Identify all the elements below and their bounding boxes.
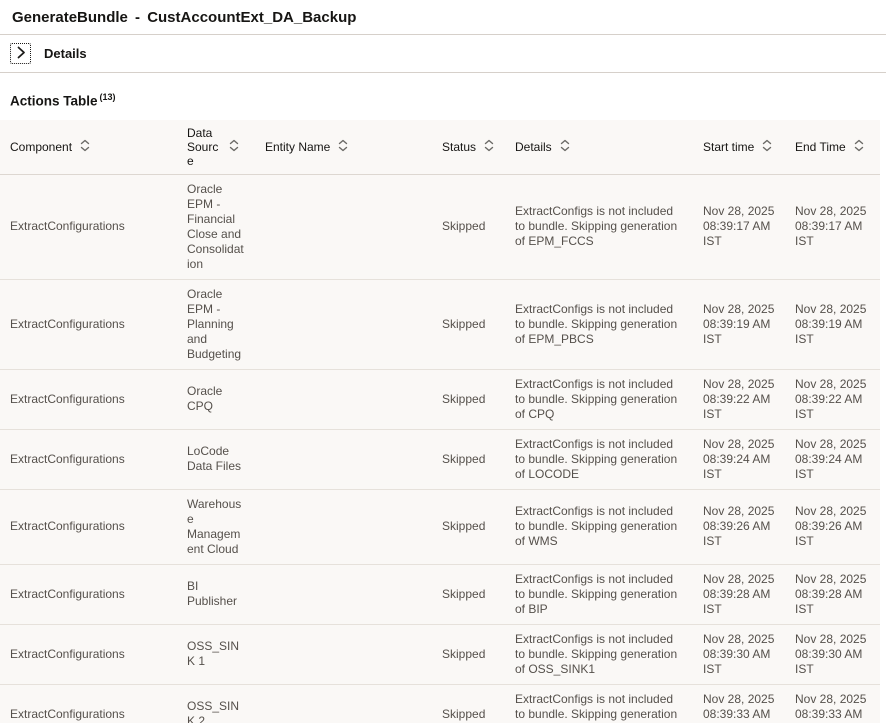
cell-component: ExtractConfigurations [0, 488, 177, 564]
table-row[interactable]: ExtractConfigurations OSS_SINK 2 Skipped… [0, 683, 880, 723]
column-header-status[interactable]: Status [432, 119, 505, 175]
cell-entity-name [255, 683, 432, 723]
actions-table-count: (13) [99, 92, 116, 102]
column-label: End Time [795, 139, 846, 154]
cell-details: ExtractConfigs is not included to bundle… [505, 428, 693, 489]
column-label: Data Source [187, 125, 219, 168]
cell-details: ExtractConfigs is not included to bundle… [505, 368, 693, 429]
column-header-end-time[interactable]: End Time [785, 119, 880, 175]
cell-data-source: Oracle EPM - Financial Close and Consoli… [187, 181, 244, 271]
sort-icon[interactable] [762, 139, 772, 155]
sort-icon[interactable] [80, 139, 90, 155]
table-row[interactable]: ExtractConfigurations Oracle CPQ Skipped… [0, 368, 880, 429]
cell-start-time: Nov 28, 2025 08:39:33 AM IST [693, 683, 785, 723]
actions-table-body: ExtractConfigurations Oracle EPM - Finan… [0, 174, 880, 723]
cell-end-time: Nov 28, 2025 08:39:26 AM IST [785, 488, 880, 564]
column-label: Details [515, 139, 552, 154]
cell-end-time: Nov 28, 2025 08:39:33 AM IST [785, 683, 880, 723]
details-expander-bar: Details [0, 35, 886, 73]
actions-table-title: Actions Table (13) [0, 92, 886, 109]
sort-icon[interactable] [854, 139, 864, 155]
column-label: Status [442, 139, 477, 154]
cell-data-source: LoCode Data Files [177, 428, 255, 489]
cell-entity-name [255, 278, 432, 369]
sort-icon[interactable] [229, 139, 239, 155]
column-header-details[interactable]: Details [505, 119, 693, 175]
column-label: Start time [703, 139, 755, 154]
table-row[interactable]: ExtractConfigurations OSS_SINK 1 Skipped… [0, 623, 880, 684]
cell-end-time: Nov 28, 2025 08:39:19 AM IST [785, 278, 880, 369]
cell-data-source: Oracle CPQ [177, 368, 255, 429]
cell-end-time: Nov 28, 2025 08:39:17 AM IST [795, 204, 867, 248]
column-label: Component [10, 139, 73, 154]
cell-start-time: Nov 28, 2025 08:39:26 AM IST [693, 488, 785, 564]
cell-details: ExtractConfigs is not included to bundle… [505, 683, 693, 723]
table-row[interactable]: ExtractConfigurations LoCode Data Files … [0, 428, 880, 489]
cell-data-source: OSS_SINK 2 [177, 683, 255, 723]
cell-data-source: BI Publisher [177, 563, 255, 624]
cell-end-time: Nov 28, 2025 08:39:28 AM IST [785, 563, 880, 624]
cell-end-time: Nov 28, 2025 08:39:22 AM IST [785, 368, 880, 429]
details-expand-button[interactable] [10, 43, 31, 64]
cell-details: ExtractConfigs is not included to bundle… [505, 278, 693, 369]
column-header-data-source[interactable]: Data Source [177, 119, 255, 175]
cell-component: ExtractConfigurations [0, 623, 177, 684]
actions-table: Component Data Source [0, 119, 880, 723]
details-label: Details [44, 46, 87, 61]
cell-start-time: Nov 28, 2025 08:39:17 AM IST [703, 204, 775, 248]
cell-component: ExtractConfigurations [0, 428, 177, 489]
page-header: GenerateBundle - CustAccountExt_DA_Backu… [0, 0, 886, 35]
column-label: Entity Name [265, 139, 331, 154]
cell-component: ExtractConfigurations [0, 368, 177, 429]
cell-status: Skipped [432, 428, 505, 489]
cell-entity-name [255, 488, 432, 564]
table-row[interactable]: ExtractConfigurations Oracle EPM - Plann… [0, 278, 880, 369]
table-row[interactable]: ExtractConfigurations Warehouse Manageme… [0, 488, 880, 564]
column-header-entity-name[interactable]: Entity Name [255, 119, 432, 175]
column-header-component[interactable]: Component [0, 119, 177, 175]
cell-entity-name [255, 368, 432, 429]
sort-icon[interactable] [484, 139, 494, 155]
cell-data-source: Oracle EPM - Planning and Budgeting [177, 278, 255, 369]
cell-start-time: Nov 28, 2025 08:39:24 AM IST [693, 428, 785, 489]
cell-start-time: Nov 28, 2025 08:39:22 AM IST [693, 368, 785, 429]
cell-entity-name [255, 174, 432, 279]
cell-status: Skipped [432, 278, 505, 369]
actions-table-header: Component Data Source [0, 119, 880, 175]
cell-status: Skipped [432, 563, 505, 624]
cell-component: ExtractConfigurations [0, 278, 177, 369]
cell-start-time: Nov 28, 2025 08:39:30 AM IST [693, 623, 785, 684]
chevron-right-icon [16, 46, 26, 62]
cell-details: ExtractConfigs is not included to bundle… [505, 623, 693, 684]
cell-status: Skipped [432, 683, 505, 723]
cell-component: ExtractConfigurations [0, 683, 177, 723]
cell-entity-name [255, 623, 432, 684]
cell-data-source: OSS_SINK 1 [177, 623, 255, 684]
cell-data-source: Warehouse Management Cloud [177, 488, 255, 564]
cell-start-time: Nov 28, 2025 08:39:19 AM IST [693, 278, 785, 369]
cell-start-time: Nov 28, 2025 08:39:28 AM IST [693, 563, 785, 624]
cell-component: ExtractConfigurations [0, 563, 177, 624]
table-row[interactable]: ExtractConfigurations Oracle EPM - Finan… [0, 174, 880, 279]
cell-status: Skipped [432, 368, 505, 429]
cell-status: Skipped [432, 623, 505, 684]
cell-end-time: Nov 28, 2025 08:39:30 AM IST [785, 623, 880, 684]
cell-details: ExtractConfigs is not included to bundle… [515, 204, 678, 248]
cell-status: Skipped [442, 219, 486, 233]
actions-table-title-text: Actions Table [10, 93, 98, 109]
cell-entity-name [255, 563, 432, 624]
cell-end-time: Nov 28, 2025 08:39:24 AM IST [785, 428, 880, 489]
cell-details: ExtractConfigs is not included to bundle… [505, 488, 693, 564]
cell-details: ExtractConfigs is not included to bundle… [505, 563, 693, 624]
sort-icon[interactable] [338, 139, 348, 155]
cell-entity-name [255, 428, 432, 489]
cell-component: ExtractConfigurations [10, 219, 125, 233]
sort-icon[interactable] [560, 139, 570, 155]
table-row[interactable]: ExtractConfigurations BI Publisher Skipp… [0, 563, 880, 624]
cell-status: Skipped [432, 488, 505, 564]
column-header-start-time[interactable]: Start time [693, 119, 785, 175]
page-title: GenerateBundle - CustAccountExt_DA_Backu… [12, 9, 357, 26]
